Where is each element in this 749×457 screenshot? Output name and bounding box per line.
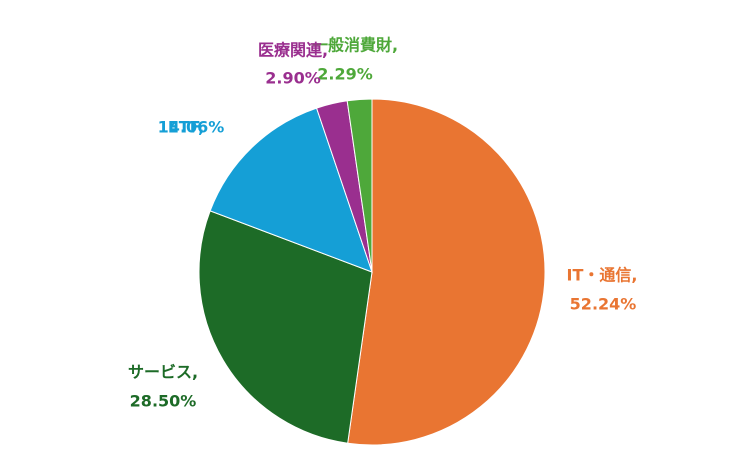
slice-value-label: 14.06% xyxy=(158,118,225,137)
pie-slice xyxy=(198,210,373,444)
slice-value-label: 2.90% xyxy=(265,69,321,88)
pie-slice xyxy=(346,98,373,273)
slice-label: ETF, xyxy=(168,118,204,137)
slice-value-label: 28.50% xyxy=(130,392,197,411)
slice-label: 一般消費財, xyxy=(312,36,398,55)
pie-slice xyxy=(209,107,373,273)
slice-value-label: 2.29% xyxy=(317,65,373,84)
slice-label: IT・通信, xyxy=(567,266,638,285)
pie-slice xyxy=(347,98,546,446)
slice-label: 医療関連, xyxy=(258,41,328,60)
slice-label: サービス, xyxy=(128,363,198,382)
slice-value-label: 52.24% xyxy=(570,295,637,314)
